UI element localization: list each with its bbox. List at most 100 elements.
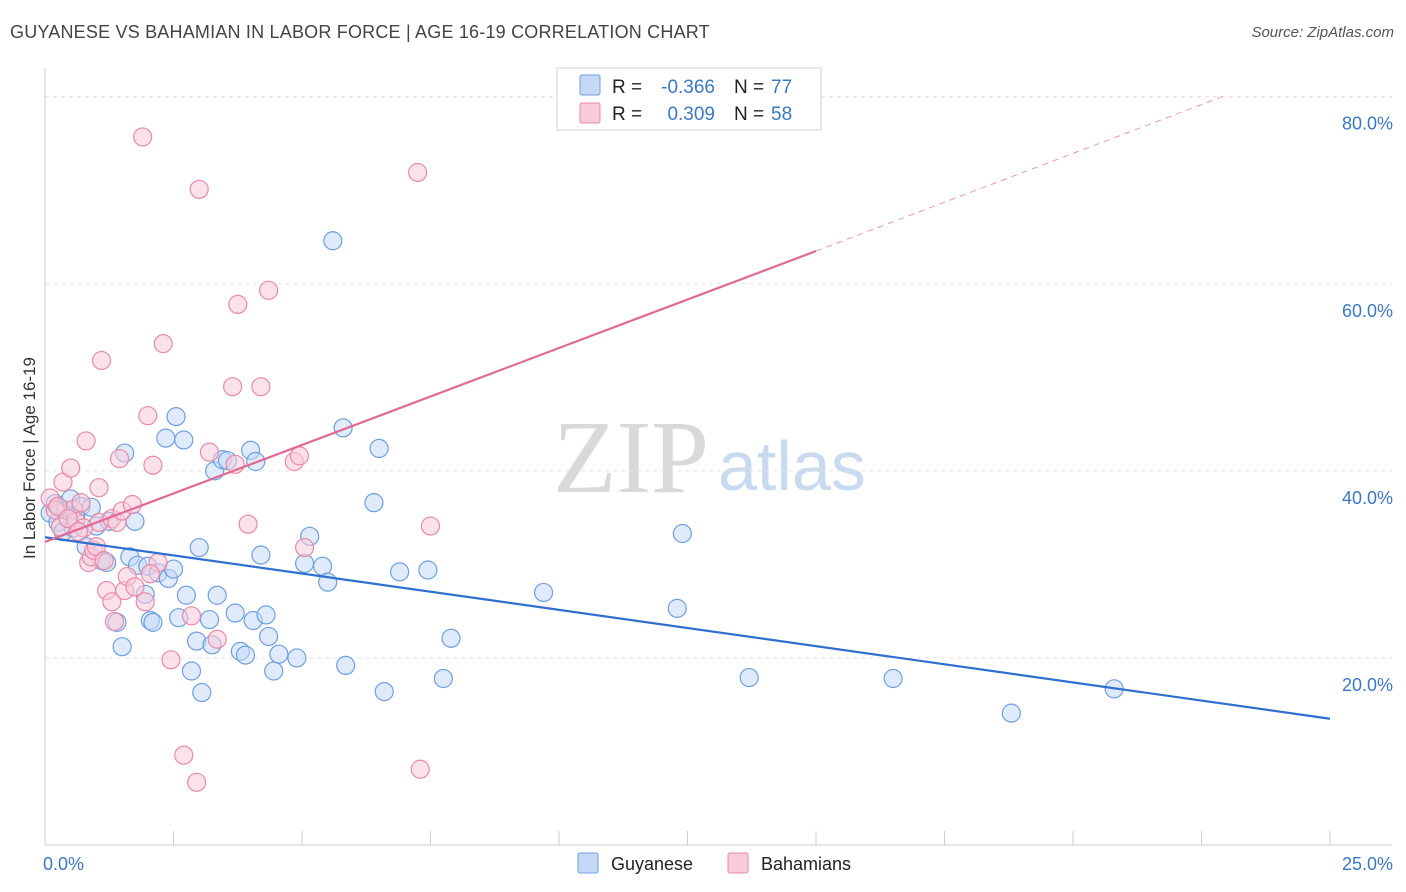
data-point — [199, 609, 220, 630]
data-point — [94, 551, 114, 571]
axes — [44, 68, 1392, 846]
legend-n-value: 58 — [771, 104, 792, 125]
data-point — [238, 514, 258, 534]
data-point — [102, 592, 122, 612]
data-point — [225, 603, 245, 623]
data-point — [187, 772, 207, 792]
data-point — [89, 478, 109, 498]
data-point — [420, 516, 441, 536]
chart-title: GUYANESE VS BAHAMIAN IN LABOR FORCE | AG… — [10, 22, 710, 42]
data-point — [256, 605, 276, 625]
data-points — [40, 127, 1124, 792]
data-point — [374, 681, 394, 702]
data-point — [166, 407, 186, 427]
data-point — [294, 553, 315, 574]
trend-line-bahamians — [44, 250, 817, 543]
data-point — [287, 648, 307, 668]
legend-r-label: R = — [612, 104, 642, 125]
y-axis-label: In Labor Force | Age 16-19 — [20, 357, 39, 559]
data-point — [410, 759, 430, 779]
trend-line-extension-bahamians — [815, 94, 1228, 252]
correlation-legend: R = -0.366 N = 77 R = 0.309 N = 58 — [556, 67, 822, 131]
data-point — [61, 458, 81, 478]
x-tick-labels: 0.0% 25.0% — [43, 854, 1393, 874]
data-point — [441, 628, 461, 648]
data-point — [739, 667, 759, 688]
legend-swatch-guyanese — [577, 852, 599, 874]
data-point — [235, 645, 256, 665]
data-point — [418, 560, 438, 580]
data-point — [228, 294, 248, 314]
x-tick-label-max: 25.0% — [1342, 854, 1393, 874]
data-point — [251, 377, 271, 397]
data-point — [143, 612, 163, 632]
legend-label-bahamians: Bahamians — [761, 854, 851, 874]
data-point — [258, 626, 279, 647]
legend-r-value: 0.309 — [667, 104, 715, 125]
data-point — [672, 523, 692, 544]
data-point — [207, 629, 227, 649]
data-point — [336, 655, 356, 676]
data-point — [433, 668, 453, 689]
data-point — [189, 179, 209, 199]
data-point — [192, 682, 212, 703]
data-point — [294, 537, 315, 558]
legend-label-guyanese: Guyanese — [611, 854, 693, 874]
data-point — [199, 442, 220, 462]
legend-box — [556, 67, 822, 131]
data-point — [176, 585, 196, 605]
data-point — [174, 430, 194, 450]
data-point — [251, 545, 271, 565]
series-bahamians — [40, 127, 441, 792]
data-point — [533, 582, 554, 603]
data-point — [369, 438, 389, 459]
legend-swatch-guyanese — [579, 74, 601, 96]
data-point — [156, 428, 176, 448]
data-point — [1001, 703, 1021, 723]
data-point — [143, 455, 163, 475]
data-point — [71, 493, 91, 513]
data-point — [364, 493, 384, 513]
data-point — [289, 446, 310, 466]
data-point — [125, 577, 145, 597]
data-point — [135, 592, 155, 612]
data-point — [189, 537, 209, 558]
y-tick-label: 40.0% — [1342, 488, 1393, 508]
y-tick-label: 60.0% — [1342, 301, 1393, 321]
x-tick-label-min: 0.0% — [43, 854, 84, 874]
data-point — [153, 334, 173, 354]
data-point — [883, 668, 903, 689]
legend-swatch-bahamians — [727, 852, 749, 874]
data-point — [181, 606, 202, 626]
legend-r-label: R = — [612, 77, 642, 98]
data-point — [104, 611, 124, 632]
trend-line-guyanese — [44, 536, 1331, 720]
gridlines — [45, 96, 1392, 659]
watermark-atlas: atlas — [718, 427, 866, 505]
trend-lines — [44, 94, 1331, 720]
data-point — [408, 162, 428, 183]
data-point — [76, 431, 96, 451]
data-point — [161, 650, 181, 670]
data-point — [390, 562, 410, 582]
series-legend: Guyanese Bahamians — [577, 852, 851, 874]
y-tick-label: 20.0% — [1342, 675, 1393, 695]
legend-n-label: N = — [734, 104, 764, 125]
legend-n-value: 77 — [771, 77, 792, 98]
data-point — [207, 585, 227, 605]
data-point — [138, 406, 158, 426]
data-point — [667, 598, 687, 618]
data-point — [258, 280, 279, 300]
source-label: Source: ZipAtlas.com — [1251, 24, 1394, 41]
data-point — [133, 127, 153, 147]
watermark-zip: ZIP — [553, 400, 709, 515]
data-point — [323, 231, 343, 251]
data-point — [140, 564, 160, 584]
data-point — [91, 350, 112, 371]
data-point — [109, 449, 130, 469]
data-point — [312, 556, 333, 576]
data-point — [223, 377, 243, 397]
data-point — [181, 661, 202, 681]
legend-r-value: -0.366 — [661, 77, 715, 98]
